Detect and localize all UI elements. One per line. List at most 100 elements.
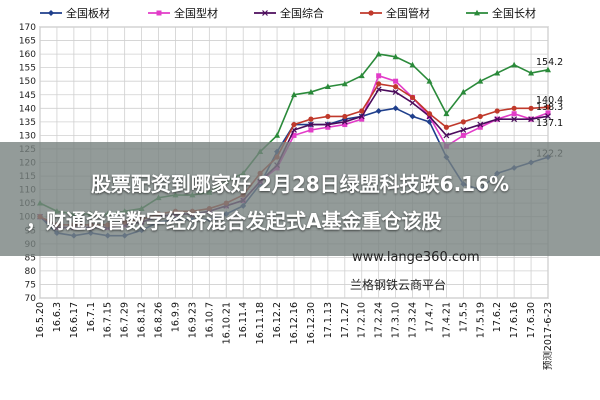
marker-stroke [262,10,268,16]
x-tick-label: 17.4.7 [424,302,435,332]
data-point [443,110,450,117]
data-point [443,132,450,139]
x-tick-label: 16.5.20 [35,302,46,338]
news-banner [0,142,600,256]
watermark-name: 兰格钢铁云商平台 [350,278,447,292]
x-tick-label: 16.7.15 [103,302,114,338]
data-point [291,121,297,128]
data-point [324,83,331,90]
data-point [409,113,416,120]
x-tick-label: 16.6.17 [69,302,80,338]
legend-item-3: 全国管材 [360,6,430,20]
data-point [545,66,551,73]
legend-item-4: 全国长材 [466,6,536,20]
legend-item-2: 全国综合 [254,6,324,20]
data-point [392,89,399,95]
y-tick-label: 135 [19,118,36,128]
y-tick-label: 70 [25,294,37,304]
data-point [308,116,314,122]
data-point [392,105,399,112]
banner-headline-2: ，财通资管数字经济混合发起式A基金重仓该股 [26,209,442,233]
x-tick-label: 17.6.2 [492,302,503,332]
y-tick-label: 160 [19,50,36,60]
x-tick-label: 16.8.26 [154,302,165,338]
legend-item-1: 全国型材 [148,6,218,20]
data-point [376,81,382,87]
marker-stroke [528,116,534,123]
data-point [460,132,466,138]
marker-stroke [511,116,518,123]
marker-stroke [375,86,382,93]
data-point [477,124,483,130]
legend-label: 全国综合 [280,6,324,20]
data-point [477,121,484,128]
end-value-label: 154.2 [536,57,563,68]
x-tick-label: 17.1.13 [323,302,334,338]
legend-label: 全国管材 [386,6,430,20]
data-point [342,113,348,120]
x-tick-label: 16.7.1 [86,302,97,332]
x-tick-label: 16.11.4 [238,302,249,338]
x-tick-label: 16.12.30 [306,302,317,344]
marker-stroke [477,121,484,128]
data-point [376,73,382,79]
data-point [426,78,433,84]
data-point [511,61,518,68]
marker-stroke [341,118,348,125]
data-point [307,88,314,95]
data-point [291,91,297,98]
data-point [393,84,399,90]
data-point [511,116,518,123]
data-point [291,132,297,138]
data-point [409,99,416,106]
x-tick-label: 17.1.27 [340,302,351,338]
banner-headline-1: 股票配资到哪家好 2月28日绿盟科技跌6.16% [90,172,510,196]
data-point [358,72,365,79]
legend-label: 全国型材 [174,6,218,20]
x-tick-label: 17.6.30 [526,302,537,338]
y-tick-label: 170 [19,23,36,33]
x-tick-label: 16.9.23 [187,302,198,338]
marker-stroke [291,127,297,133]
data-point [358,113,365,120]
x-tick-label: 17.5.5 [458,302,469,332]
data-point [511,105,517,111]
marker-stroke [308,121,314,128]
marker-stroke [494,116,501,123]
marker-stroke [358,113,365,120]
x-tick-label: 17.5.19 [475,302,486,338]
data-point [359,116,365,122]
data-point [341,118,348,125]
data-point [375,108,382,115]
data-point [375,50,382,57]
watermark-url: www.lange360.com [352,250,480,265]
x-tick-label: 17.2.24 [374,302,385,338]
x-tick-label: 16.6.3 [52,302,63,332]
y-tick-label: 140 [19,104,36,114]
data-point [325,113,331,120]
data-point [393,78,399,84]
data-point [342,122,348,128]
y-tick-label: 155 [19,64,36,74]
data-point [426,111,433,117]
y-tick-label: 145 [19,91,36,101]
data-point [308,121,314,128]
x-tick-label: 16.12.2 [272,302,283,338]
y-tick-label: 165 [19,37,36,47]
marker-stroke [443,132,450,139]
legend-marker [156,10,162,16]
legend-marker [48,10,54,16]
marker-stroke [392,89,399,95]
x-tick-label: 17.4.21 [441,302,452,338]
legend-marker [368,10,374,16]
data-point [545,110,551,116]
x-tick-label: 16.10.7 [204,302,215,338]
data-point [359,108,365,114]
x-tick-label: 预测2017-6-23 [543,302,554,370]
end-value-label: 138.3 [536,102,563,113]
legend-label: 全国板材 [66,6,110,20]
data-point [460,88,467,95]
data-point [477,113,483,120]
x-tick-label: 16.7.29 [120,302,131,338]
y-tick-label: 75 [25,280,36,290]
